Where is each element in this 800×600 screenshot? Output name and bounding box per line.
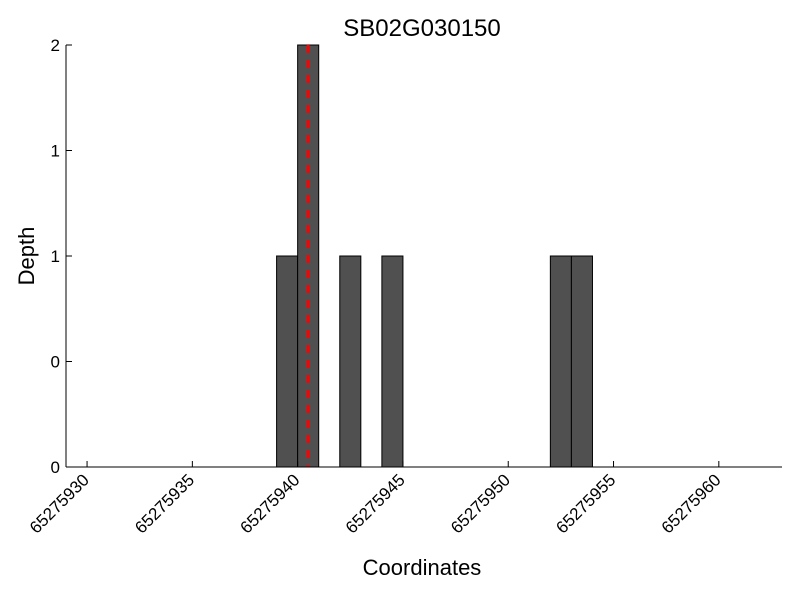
y-tick-label-2: 1 [51, 247, 60, 266]
x-tick-label-0: 65275930 [26, 470, 93, 537]
bar-3 [381, 255, 404, 468]
y-axis-ticks: 0 0 1 1 2 [51, 36, 72, 477]
x-tick-label-5: 65275955 [552, 470, 619, 537]
bar-0 [276, 255, 299, 468]
x-tick-label-4: 65275950 [447, 470, 514, 537]
x-tick-label-1: 65275935 [131, 470, 198, 537]
bars-group [276, 44, 593, 468]
x-tick-label-3: 65275945 [342, 470, 409, 537]
x-tick-label-6: 65275960 [658, 470, 725, 537]
y-tick-label-1: 0 [51, 353, 60, 372]
y-tick-label-4: 2 [51, 36, 60, 55]
bar-2 [339, 255, 362, 468]
bar-5 [570, 255, 593, 468]
bar-4 [549, 255, 572, 468]
chart-title: SB02G030150 [343, 15, 500, 42]
y-axis-label: Depth [14, 227, 39, 286]
x-axis-label: Coordinates [363, 555, 482, 580]
x-tick-label-2: 65275940 [237, 470, 304, 537]
y-tick-label-3: 1 [51, 142, 60, 161]
x-axis-ticks: 65275930 65275935 65275940 65275945 65275950… [26, 461, 725, 537]
y-tick-label-0: 0 [51, 458, 60, 477]
